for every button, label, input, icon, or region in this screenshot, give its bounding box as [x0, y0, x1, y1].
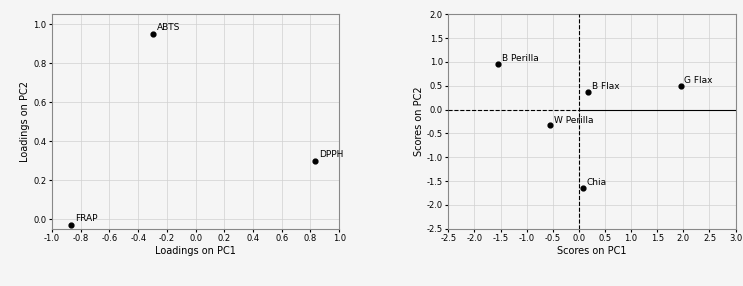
- Text: B Flax: B Flax: [592, 82, 620, 91]
- Text: Chia: Chia: [587, 178, 607, 187]
- Point: [675, 84, 687, 88]
- Point: [544, 123, 556, 128]
- Point: [309, 158, 321, 163]
- Text: W Perilla: W Perilla: [554, 116, 594, 124]
- Text: ABTS: ABTS: [157, 23, 181, 32]
- Text: FRAP: FRAP: [75, 214, 97, 223]
- Point: [583, 89, 594, 94]
- Point: [65, 223, 77, 227]
- Point: [492, 62, 504, 67]
- Point: [577, 186, 589, 190]
- X-axis label: Loadings on PC1: Loadings on PC1: [155, 246, 236, 256]
- Point: [146, 31, 158, 36]
- X-axis label: Scores on PC1: Scores on PC1: [557, 246, 626, 256]
- Y-axis label: Loadings on PC2: Loadings on PC2: [20, 81, 30, 162]
- Text: B Perilla: B Perilla: [502, 55, 539, 63]
- Text: G Flax: G Flax: [684, 76, 713, 85]
- Y-axis label: Scores on PC2: Scores on PC2: [414, 87, 424, 156]
- Text: DPPH: DPPH: [319, 150, 343, 159]
